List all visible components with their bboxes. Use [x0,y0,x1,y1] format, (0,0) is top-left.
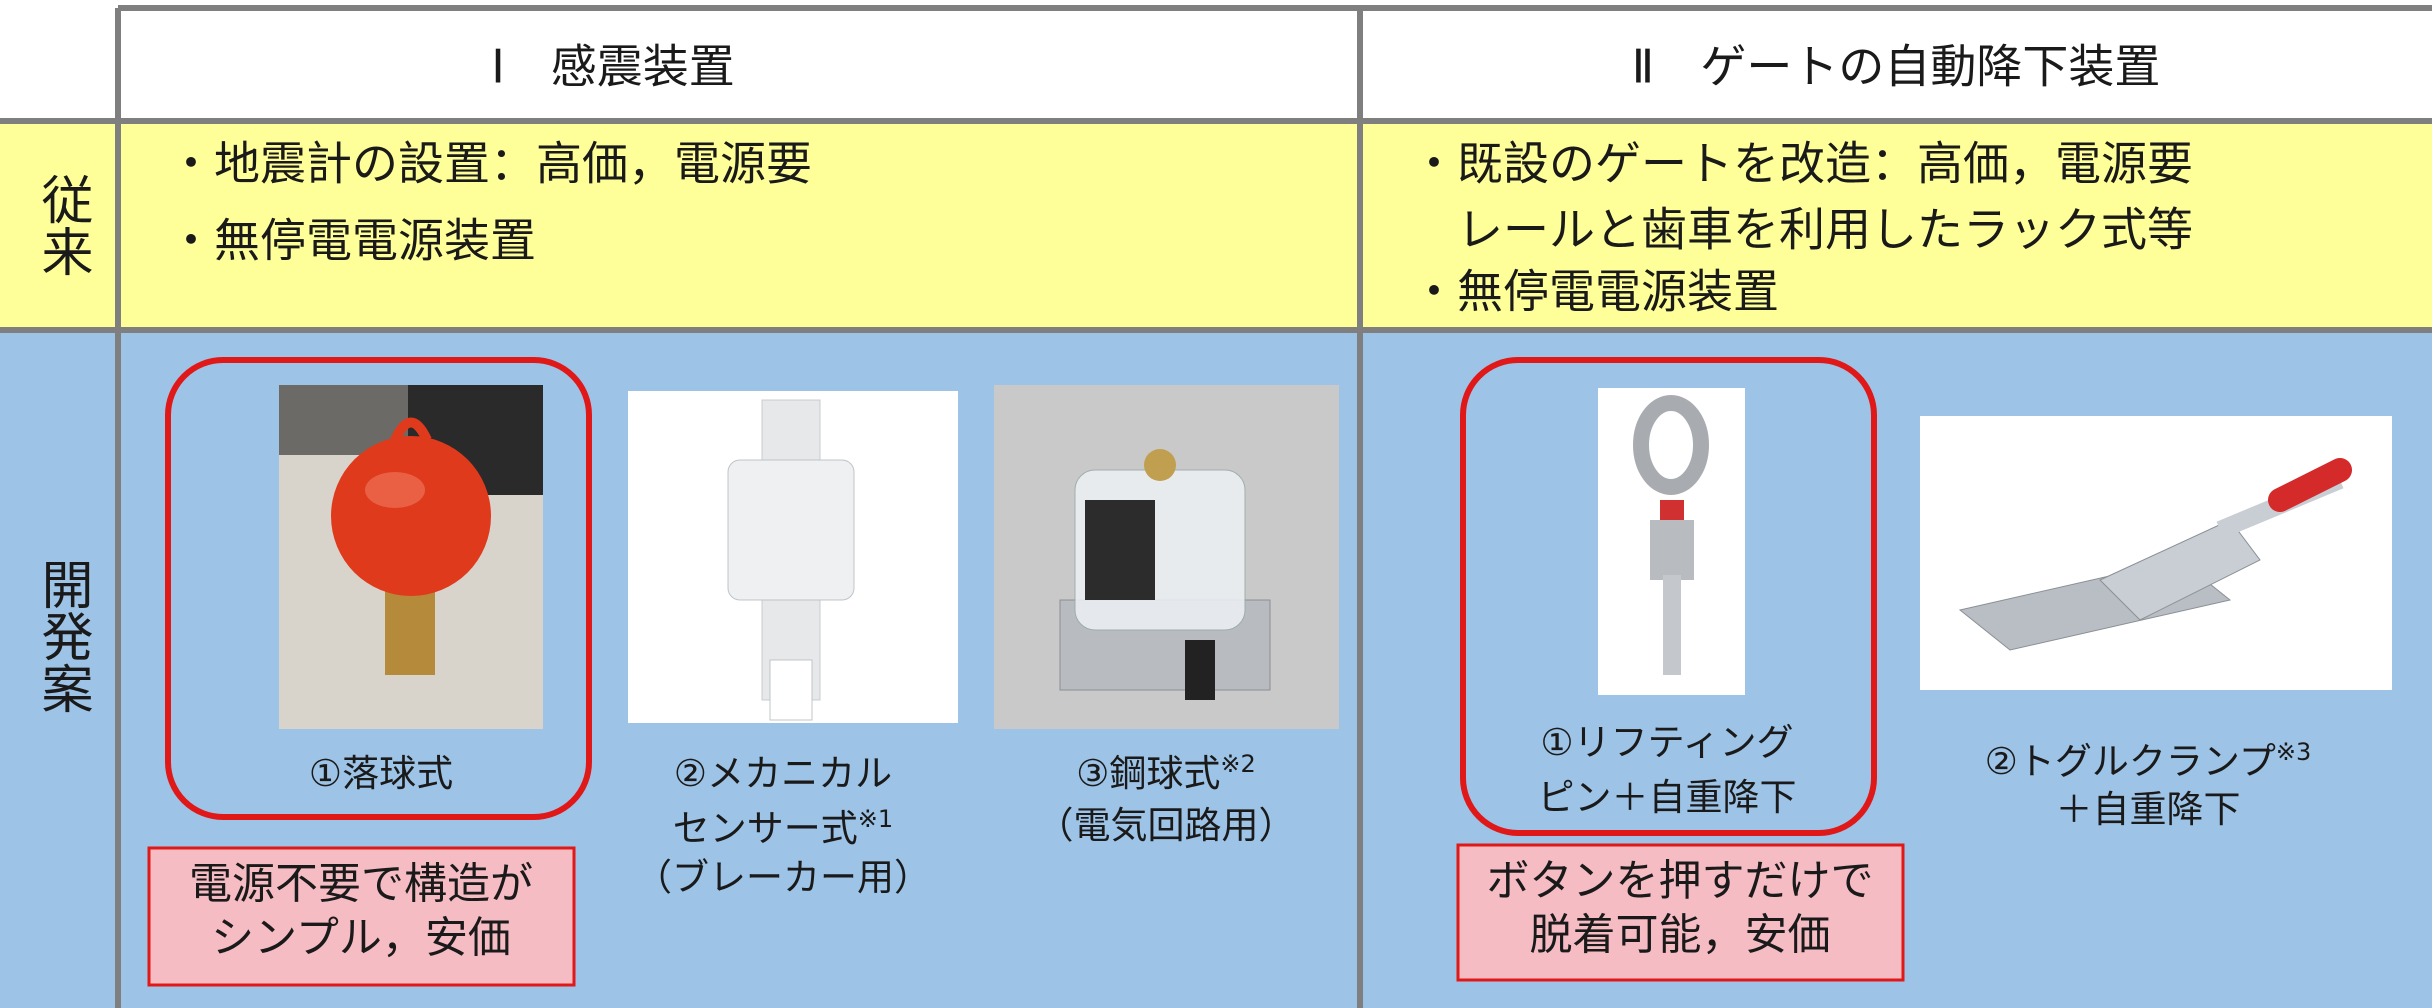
caption: （電気回路用） [1037,804,1296,847]
caption: ピン＋自重降下 [1538,776,1797,819]
note-text: 脱着可能，安価 [1530,911,1831,961]
caption: ③鋼球式※2 [1076,750,1256,795]
note-box [147,846,576,987]
caption: ①落球式 [309,752,453,795]
column-header: Ⅱ ゲートの自動降下装置 [1632,40,2161,94]
caption-text: ②メカニカル [674,752,892,795]
conventional-item: レールと歯車を利用したラック式等 [1411,203,2193,257]
conventional-item: ・地震計の設置：高価，電源要 [168,137,812,191]
row-label: 従来 [32,173,92,277]
caption-text: ②トグルクランプ [1985,740,2276,783]
note-box [1456,843,1905,982]
caption-text: （電気回路用） [1037,804,1296,847]
photo-steel-ball [994,385,1339,729]
photo-lifting-pin [1598,388,1745,695]
footnote-mark: ※2 [1220,750,1255,778]
caption: ②トグルクランプ※3 [1985,738,2311,783]
caption-text: ピン＋自重降下 [1538,776,1797,819]
note-text: ボタンを押すだけで [1487,857,1874,907]
caption-text: センサー式 [673,807,858,850]
caption: センサー式※1 [673,805,893,850]
footnote-mark: ※1 [858,805,893,833]
caption-text: ＋自重降下 [2056,788,2241,831]
highlight-box [1460,357,1877,836]
conventional-item: ・無停電電源装置 [168,214,536,268]
caption-text: ③鋼球式 [1076,752,1220,795]
conventional-item: ・既設のゲートを改造：高価，電源要 [1411,137,2193,191]
caption: ＋自重降下 [2056,788,2241,831]
caption-text: ①リフティング [1541,721,1794,764]
caption-text: ①落球式 [309,752,453,795]
grid-lines [0,5,2432,1008]
highlight-box [165,357,592,820]
note-text: 電源不要で構造が [189,860,533,910]
conventional-item: ・無停電電源装置 [1411,265,1779,319]
note-text: シンプル，安価 [211,914,511,964]
caption: ①リフティング [1541,721,1794,764]
row-label: 開発案 [32,558,92,714]
footnote-mark: ※3 [2276,738,2311,766]
column-header: Ⅰ 感震装置 [491,40,735,94]
photo-toggle-clamp [1920,416,2392,690]
caption-text: （ブレーカー用） [635,856,931,899]
caption: （ブレーカー用） [635,856,931,899]
photo-mechanical-sensor [628,391,958,723]
conventional-row [0,121,2432,330]
photo-falling-ball [279,385,543,729]
caption: ②メカニカル [674,752,892,795]
